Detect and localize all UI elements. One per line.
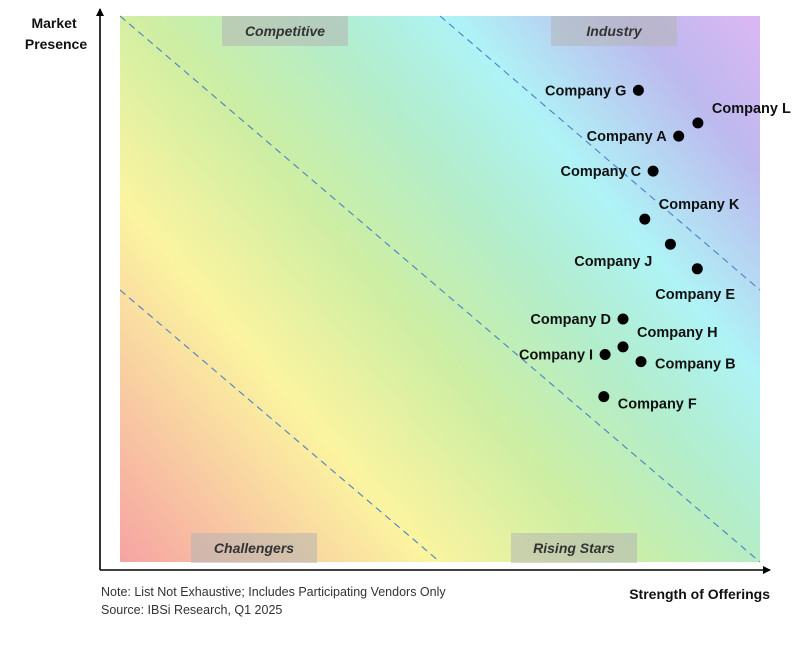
label-company-d: Company D (530, 312, 611, 328)
quadrant-label-rising-stars: Rising Stars (533, 540, 615, 556)
y-axis-title-line-1: Market (31, 15, 76, 31)
quadrant-box-competitive (222, 16, 348, 46)
x-axis-title: Strength of Offerings (629, 586, 770, 602)
label-company-h: Company H (637, 325, 718, 341)
quadrant-box-industry (551, 16, 677, 46)
point-company-d (617, 313, 629, 325)
point-company-k (639, 213, 651, 225)
divider-line (119, 15, 761, 563)
y-axis-title: Market Presence (25, 15, 87, 52)
point-company-h (617, 341, 629, 353)
axes (96, 8, 771, 574)
label-company-f: Company F (618, 397, 697, 413)
label-company-i: Company I (519, 348, 593, 364)
quadrant-divider-lines (119, 15, 761, 563)
point-company-g (632, 84, 644, 96)
divider-line (119, 289, 441, 563)
point-company-j (664, 238, 676, 250)
quadrant-label-challengers: Challengers (214, 540, 294, 556)
label-company-l: Company L (712, 101, 791, 117)
point-company-i (599, 349, 611, 360)
point-company-a (673, 130, 685, 142)
point-company-e (691, 263, 703, 275)
label-company-k: Company K (659, 197, 740, 213)
label-company-b: Company B (655, 357, 736, 373)
y-axis-title-line-2: Presence (25, 36, 87, 52)
data-points: Company G Company L Company A Company C Comp… (519, 83, 791, 412)
quadrant-labels: Competitive Industry Challengers Rising … (191, 16, 677, 563)
note-text: Note: List Not Exhaustive; Includes Part… (101, 585, 446, 599)
divider-line (439, 15, 761, 291)
label-company-j: Company J (574, 254, 652, 270)
label-company-g: Company G (545, 83, 626, 99)
point-company-f (598, 391, 610, 403)
point-company-b (635, 356, 647, 368)
point-company-l (692, 117, 704, 129)
quadrant-box-rising-stars (511, 533, 637, 563)
point-company-c (647, 165, 659, 177)
quadrant-label-competitive: Competitive (245, 23, 325, 39)
quadrant-box-challengers (191, 533, 317, 563)
label-company-a: Company A (587, 129, 668, 145)
label-company-e: Company E (655, 287, 735, 303)
quadrant-label-industry: Industry (586, 23, 642, 39)
source-text: Source: IBSi Research, Q1 2025 (101, 603, 283, 617)
label-company-c: Company C (561, 164, 642, 180)
